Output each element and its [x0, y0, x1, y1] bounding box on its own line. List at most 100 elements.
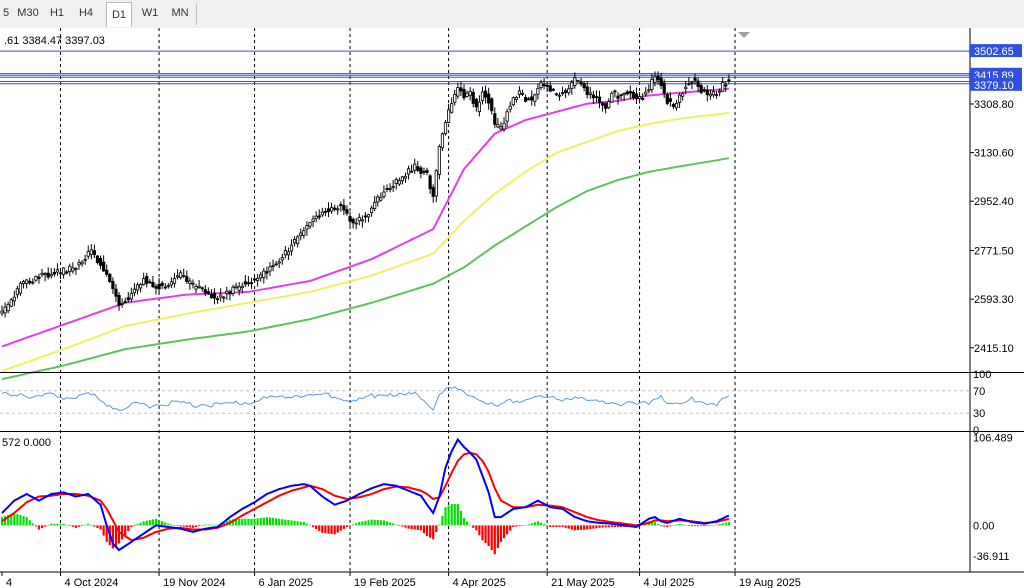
candle-body-bear	[252, 278, 257, 281]
time-tick-label-6: 21 May 2025	[551, 577, 615, 588]
candle	[597, 90, 602, 109]
histogram-bar-negative	[194, 525, 198, 528]
candle	[462, 84, 466, 101]
candle	[468, 87, 472, 101]
candle	[548, 81, 552, 92]
tab-timeframe-5[interactable]: 5	[2, 7, 10, 19]
candle-body-bear	[668, 98, 672, 102]
chart-shift-marker-icon[interactable]	[738, 32, 750, 38]
candle-body-bull	[690, 81, 694, 84]
candle	[656, 71, 660, 85]
candle	[296, 234, 300, 248]
candle-body-bull	[314, 215, 318, 219]
histogram-bar-positive	[650, 521, 653, 526]
candle-body-bear	[102, 261, 106, 272]
candle-body-bull	[446, 109, 451, 123]
histogram-bar-positive	[216, 524, 219, 526]
histogram-bar-negative	[518, 525, 521, 527]
candle-body-bull	[49, 274, 53, 277]
candle	[31, 278, 35, 285]
candle-body-bull	[182, 274, 186, 277]
histogram-bar-positive	[382, 520, 386, 526]
histogram-bar-negative	[111, 525, 114, 549]
histogram-bar-positive	[296, 521, 299, 526]
histogram-bar-negative	[333, 525, 336, 535]
candle-body-bear	[419, 167, 423, 175]
candle	[34, 275, 38, 282]
time-tick-label-4: 19 Feb 2025	[354, 577, 416, 588]
vertical-gridlines	[60, 28, 736, 572]
candle	[311, 215, 315, 228]
histogram-bar-positive	[684, 524, 687, 526]
tab-timeframe-w1[interactable]: W1	[141, 7, 159, 19]
histogram-bar-positive	[373, 519, 376, 526]
candle	[348, 211, 352, 228]
histogram-bar-negative	[696, 525, 700, 527]
candle-body-bull	[74, 268, 78, 270]
histogram-bar-positive	[539, 522, 543, 526]
histogram-bar-positive	[161, 521, 164, 526]
candle-body-bull	[302, 230, 306, 236]
macd-axis: 106.489 0.00 -36.911	[973, 433, 1013, 563]
histogram-bar-positive	[50, 523, 53, 526]
histogram-bar-positive	[718, 523, 721, 526]
candle-body-bear	[613, 90, 617, 93]
tab-timeframe-h4[interactable]: H4	[78, 7, 94, 19]
candle	[240, 282, 244, 294]
histogram-bar-positive	[84, 524, 87, 526]
candle-body-bear	[206, 291, 210, 295]
candle	[641, 93, 645, 101]
histogram-bar-positive	[675, 524, 678, 526]
histogram-bar-positive	[681, 524, 684, 526]
candle	[194, 283, 198, 294]
price-label-text-0: 3502.65	[974, 46, 1014, 58]
candle-body-bear	[490, 98, 494, 112]
candle-body-bull	[505, 111, 509, 122]
candle	[157, 277, 161, 295]
histogram-bar-positive	[10, 514, 13, 526]
candle	[644, 87, 648, 97]
candle-body-bear	[545, 85, 549, 87]
candle-body-bull	[434, 170, 438, 197]
candle-body-bear	[111, 281, 115, 290]
candle-body-bear	[326, 208, 331, 213]
price-label-box-0	[970, 44, 1022, 58]
histogram-bar-negative	[68, 525, 71, 526]
candle-body-bull	[517, 90, 522, 95]
histogram-bar-negative	[315, 525, 318, 530]
histogram-bar-positive	[53, 523, 56, 526]
tab-timeframe-d1[interactable]: D1	[106, 2, 132, 27]
candle-body-bull	[539, 82, 543, 88]
candle-body-bull	[197, 285, 201, 288]
candle	[465, 90, 469, 98]
candle	[203, 284, 207, 296]
histogram-bar-negative	[121, 525, 124, 540]
candle	[727, 74, 731, 85]
candle-body-bear	[243, 281, 247, 285]
histogram-bar-positive	[275, 518, 278, 526]
candle	[18, 281, 23, 296]
candle-body-bull	[231, 286, 235, 294]
candle	[354, 218, 358, 230]
trading-chart[interactable]: .61 3384.47 3397.03 3308.80 3130.60 2952.4…	[0, 28, 1024, 588]
price-tick-label-3: 2771.50	[974, 246, 1014, 258]
histogram-bar-positive	[724, 522, 727, 526]
histogram-bar-negative	[583, 525, 586, 530]
candle	[222, 295, 226, 303]
candle	[564, 88, 568, 99]
tab-timeframe-m30[interactable]: M30	[17, 7, 39, 19]
candle-body-bull	[296, 236, 300, 245]
candle-body-bull	[277, 261, 281, 264]
tab-timeframe-h1[interactable]: H1	[49, 7, 65, 19]
histogram-bar-negative	[616, 525, 620, 528]
candle	[545, 82, 549, 92]
histogram-bar-positive	[253, 518, 256, 526]
candle-body-bear	[631, 91, 636, 99]
candle-body-bull	[120, 303, 124, 305]
histogram-bar-positive	[13, 512, 16, 526]
histogram-bar-negative	[117, 525, 121, 544]
candle-body-bull	[311, 218, 315, 222]
tab-timeframe-mn[interactable]: MN	[171, 7, 189, 19]
candle-body-bull	[708, 93, 713, 97]
candle-body-bear	[483, 90, 488, 98]
